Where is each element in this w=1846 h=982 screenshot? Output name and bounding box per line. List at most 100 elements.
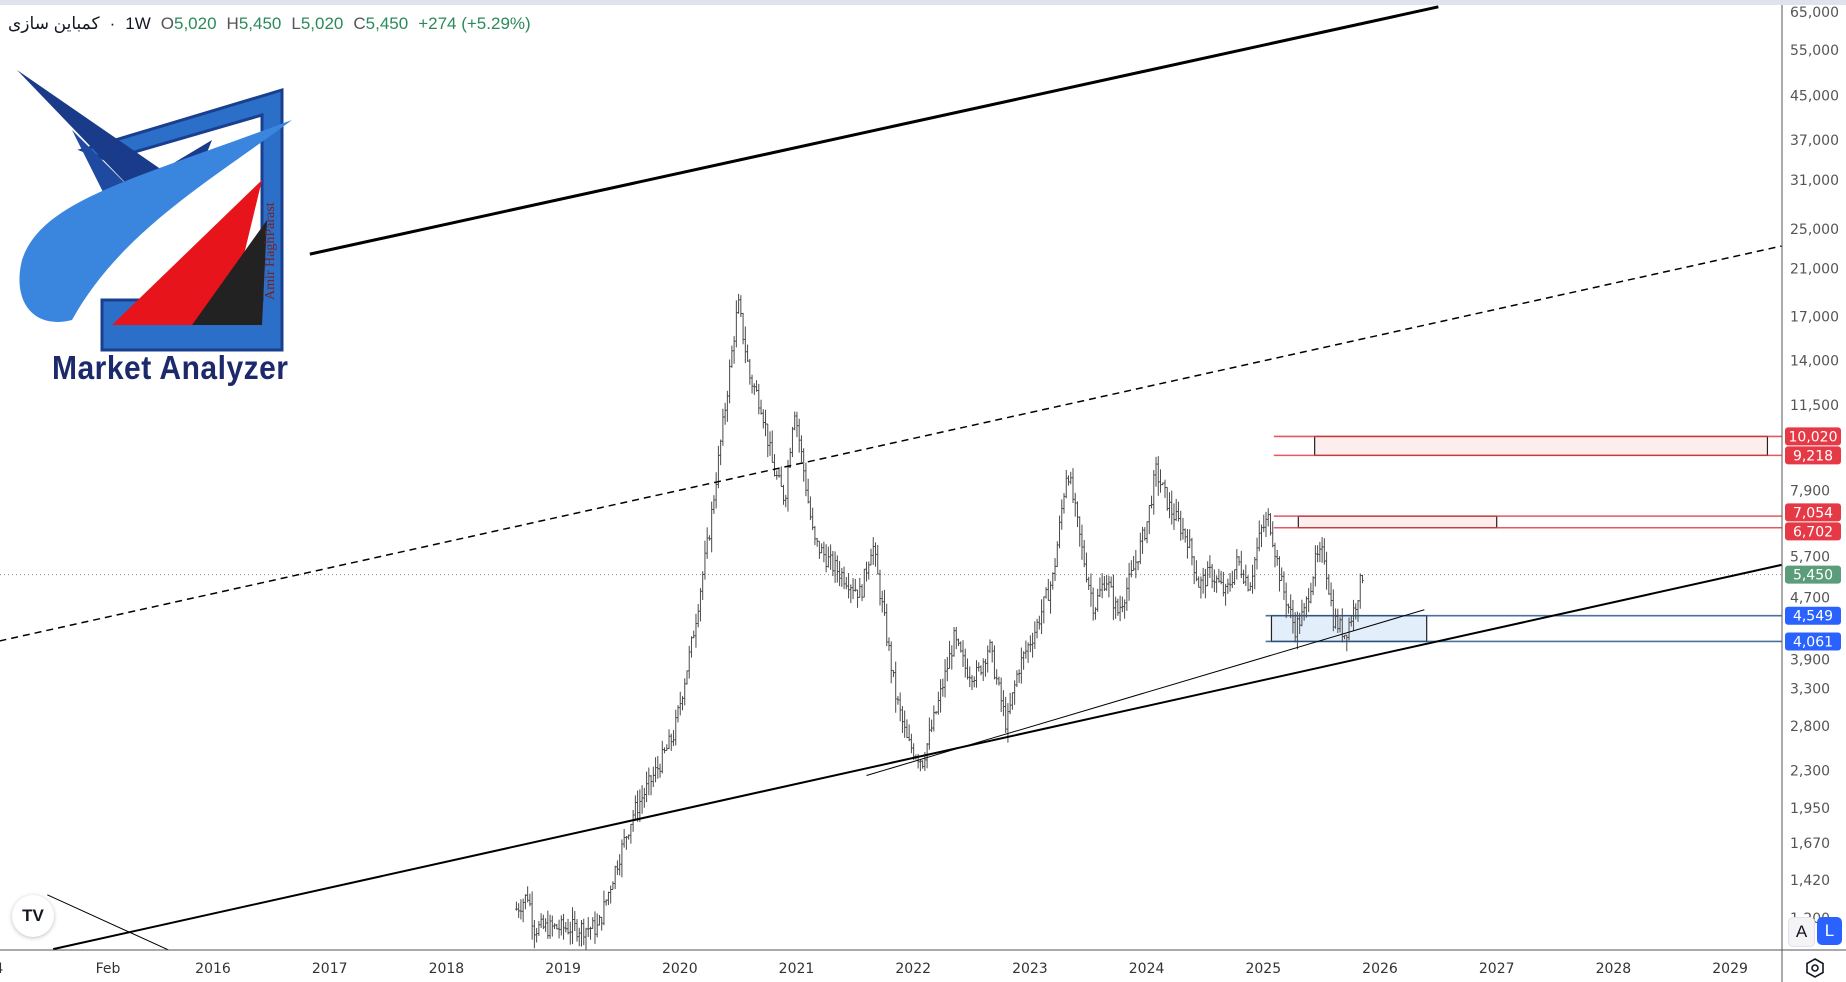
price-bar	[977, 662, 980, 672]
price-bar	[836, 555, 839, 583]
price-bar	[1071, 468, 1075, 504]
price-bar	[775, 470, 778, 480]
price-bar	[598, 915, 601, 926]
price-bar	[1056, 541, 1059, 568]
price-bar	[537, 920, 541, 936]
price-bar	[670, 733, 673, 751]
log-scale-button[interactable]: L	[1817, 917, 1842, 945]
price-bar	[1125, 577, 1129, 611]
x-tick-label: 2028	[1596, 961, 1632, 977]
separator: ·	[109, 14, 116, 33]
price-bar	[1325, 551, 1328, 590]
price-bar	[824, 544, 828, 573]
auto-scale-button[interactable]: A	[1788, 917, 1815, 947]
price-bar	[1237, 556, 1241, 566]
price-bar	[1343, 634, 1346, 640]
price-bar	[1058, 515, 1061, 549]
price-bar	[901, 706, 904, 733]
price-badge-label: 4,061	[1793, 634, 1833, 650]
price-bar	[1175, 498, 1178, 521]
price-bar	[1186, 529, 1189, 559]
price-bar	[955, 626, 958, 650]
price-bar	[602, 890, 606, 926]
price-bar	[1217, 568, 1221, 583]
price-bar	[575, 919, 579, 942]
price-bar	[1053, 558, 1057, 582]
price-bar	[721, 408, 725, 446]
price-bar	[898, 692, 902, 722]
symbol-name[interactable]: کمباین سازی	[8, 14, 100, 33]
price-bar	[950, 645, 954, 670]
price-bar	[629, 823, 633, 844]
price-bar	[1255, 537, 1259, 570]
price-bar	[1127, 562, 1131, 601]
price-bar	[856, 589, 859, 608]
price-bar	[1177, 501, 1180, 522]
price-bar	[1049, 581, 1052, 614]
price-bar	[1042, 596, 1046, 624]
price-bar	[1134, 549, 1138, 579]
y-tick-label: 37,000	[1790, 133, 1839, 149]
trendline-solid	[47, 894, 170, 950]
price-bar	[753, 383, 756, 395]
price-bar	[1139, 532, 1142, 565]
price-bar	[728, 359, 731, 404]
price-bar	[1085, 552, 1088, 583]
price-bar	[1020, 647, 1023, 684]
price-bar	[840, 567, 844, 587]
price-bar	[703, 540, 707, 580]
price-bar	[1352, 599, 1355, 631]
price-bar	[887, 637, 891, 651]
price-bar	[528, 893, 532, 907]
price-bar	[1356, 600, 1360, 622]
price-bar	[847, 573, 850, 599]
price-bar	[952, 627, 956, 657]
tradingview-logo-icon[interactable]: TV	[12, 895, 54, 937]
high-value: 5,450	[238, 14, 282, 33]
close-value: 5,450	[365, 14, 409, 33]
price-bar	[829, 544, 832, 570]
price-bar	[966, 658, 969, 680]
price-bar	[649, 774, 653, 796]
settings-icon[interactable]	[1804, 957, 1826, 979]
price-bar	[661, 740, 664, 774]
y-tick-label: 1,950	[1790, 801, 1830, 817]
y-tick-label: 3,300	[1790, 682, 1830, 698]
price-bar	[750, 374, 754, 394]
price-bar	[1287, 603, 1290, 614]
price-bar	[1276, 549, 1279, 566]
price-bar	[921, 760, 924, 769]
price-bar	[1350, 615, 1353, 627]
price-bar	[1192, 556, 1196, 585]
x-tick-label: 2029	[1712, 961, 1748, 977]
price-bar	[634, 795, 637, 821]
price-bar	[613, 865, 617, 890]
symbol-legend: کمباین سازی · 1W O5,020 H5,450 L5,020 C5…	[8, 14, 531, 34]
price-bar	[1078, 516, 1081, 547]
price-bar	[1280, 567, 1283, 582]
price-bar	[1264, 511, 1268, 537]
interval[interactable]: 1W	[125, 14, 151, 33]
price-bar	[833, 551, 837, 583]
price-bar	[1094, 607, 1097, 620]
x-tick-label: 2023	[1012, 961, 1048, 977]
price-bar	[773, 454, 776, 477]
price-bar	[896, 696, 900, 705]
price-bar	[1253, 556, 1256, 590]
price-bar	[710, 501, 713, 553]
price-bar	[1067, 475, 1070, 486]
price-bar	[959, 641, 962, 653]
price-bar	[663, 747, 666, 754]
price-bar	[1109, 576, 1113, 588]
price-bar	[1013, 680, 1016, 705]
price-bar	[735, 300, 738, 348]
price-bar	[1359, 573, 1362, 609]
price-bar	[690, 636, 693, 658]
price-bar	[1190, 537, 1194, 566]
price-bar	[533, 920, 536, 949]
price-bar	[815, 537, 819, 547]
price-bar	[1038, 615, 1041, 630]
x-tick-label: 2014	[0, 961, 3, 977]
price-bar	[739, 295, 743, 317]
